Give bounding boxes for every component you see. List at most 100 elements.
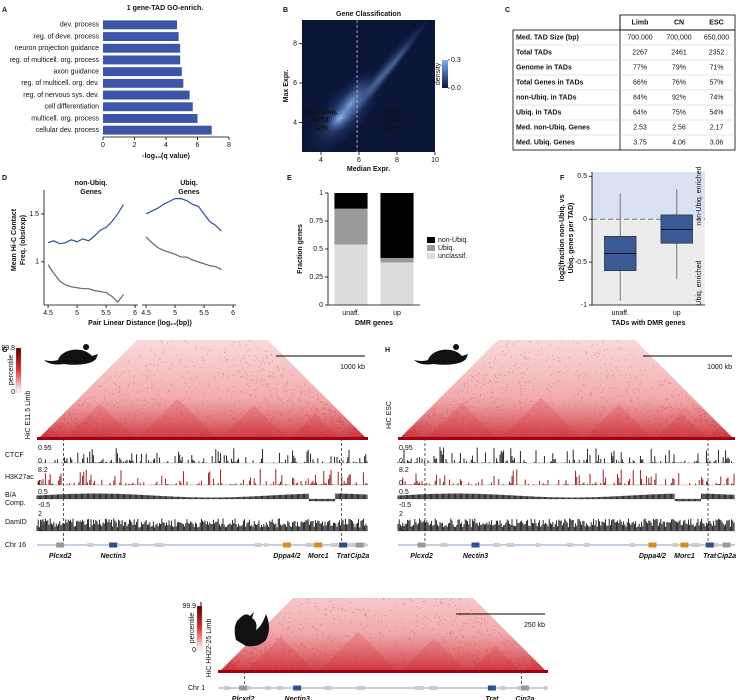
table-cell: 2352 [709,49,725,56]
gene-block [282,542,291,548]
tad-triangle [317,631,400,673]
panel-letter: B [283,7,288,14]
track-range-label: 0.95 [399,445,413,452]
bar-segment [380,262,414,305]
gene-block [305,543,312,547]
table-cell: 77% [633,64,647,71]
gene-block [429,686,435,690]
track-name: H3K27ac [5,474,34,481]
track-range-label: 0.5 [399,489,409,496]
hic-triangle [398,340,735,440]
y-tick-label: 0.5 [577,173,587,180]
bar [103,43,181,53]
density-contour [357,20,433,110]
panel-title: Ubiq. [180,180,198,187]
gene-block [155,543,164,547]
gene-block [223,686,231,690]
annotation: Ubiq. enriched [696,260,703,305]
gene-block [543,686,548,690]
gene-label: Trat [337,553,351,560]
hic-heatmap [218,598,548,673]
gene-label: Nectin3 [463,553,488,560]
table-header: CN [674,19,684,26]
bar [103,55,181,65]
gene-block [254,543,262,547]
colorbar [196,605,203,651]
bar-segment [334,244,368,305]
signal-track [398,469,735,485]
hic-diagonal [398,437,735,440]
gene-block [722,542,731,548]
y-tick-label: reg. of deve. process [34,33,100,40]
gene-label: Cip2a [717,553,736,560]
tad-triangle [521,659,548,673]
gene-label: Plcxd2 [232,696,255,700]
y-tick-label: -1 [581,302,587,309]
track-range-label: 2 [38,511,42,518]
table-cell: 4.06 [672,139,686,146]
table-cell: 2267 [632,49,648,56]
y-tick-label: 8 [293,40,297,47]
track-label: HiC E11.5 Limb [25,391,32,440]
tad-triangle [708,426,735,440]
region-upper [592,172,705,220]
gene-block [356,686,363,690]
track-range-label: 0 [399,458,403,465]
x-tick-label: 5.5 [101,310,111,317]
track-name: CTCF [5,452,24,459]
panel-letter: D [2,175,7,182]
table-cell: 2.53 [633,124,647,131]
x-tick-label: unaff. [342,310,359,317]
bar-segment [334,193,368,209]
table-row-label: Med. TAD Size (bp) [516,34,579,41]
bar [103,67,182,77]
track-range-label: 0 [38,458,42,465]
signal-track [397,518,735,531]
x-tick-label: 8 [227,142,231,149]
y-tick-label: axon guidance [53,68,99,75]
scale-label: 1000 kb [340,364,365,371]
table-cell: 84% [633,94,647,101]
table-cell: 79% [672,64,686,71]
hic-diagonal [37,437,368,440]
x-tick-label: 6 [357,157,361,164]
annotation: 6853 [313,117,329,124]
tad-triangle [37,426,64,440]
line-series [47,264,124,304]
gene-block [293,685,302,691]
tad-triangle [63,403,137,440]
tad-triangle [244,636,317,673]
table-row-label: Med. non-Ubiq. Genes [516,124,590,131]
gene-label: Plcxd2 [49,553,72,560]
table-cell: 92% [672,94,686,101]
panel-letter: A [2,7,7,14]
signal-track [36,518,368,531]
gene-label: Trat [485,696,499,700]
track-range-label: 2 [399,511,403,518]
chart-title: Gene Classification [336,11,401,18]
y-tick-label: 0.75 [309,218,323,225]
gene-block [471,542,480,548]
x-tick-label: 6 [133,310,137,317]
x-tick-label: 0 [101,142,105,149]
table-row-label: non-Ubiq. in TADs [516,94,577,101]
track-range-label: 0.5 [38,489,48,496]
y-tick-label: neuron projection guidance [15,45,100,52]
x-tick-label: 4 [164,142,168,149]
table-row-label: Total TADs [516,49,552,56]
signal-track [36,493,368,502]
colorbar-tick-label: 99.9 [182,603,196,610]
panel-letter: I [200,602,202,609]
gene-block [680,542,689,548]
y-axis-label: Freq. (obs/exp) [20,215,27,265]
tad-triangle [424,402,500,440]
panel-title: Genes [80,189,102,196]
gene-block [648,542,657,548]
table-cell: 54% [709,109,723,116]
tad-triangle [219,405,289,440]
track-range-label: 8.2 [38,467,48,474]
colorbar-label: density [435,62,442,85]
table-cell: 3.75 [633,139,647,146]
x-tick-label: 2 [133,142,137,149]
